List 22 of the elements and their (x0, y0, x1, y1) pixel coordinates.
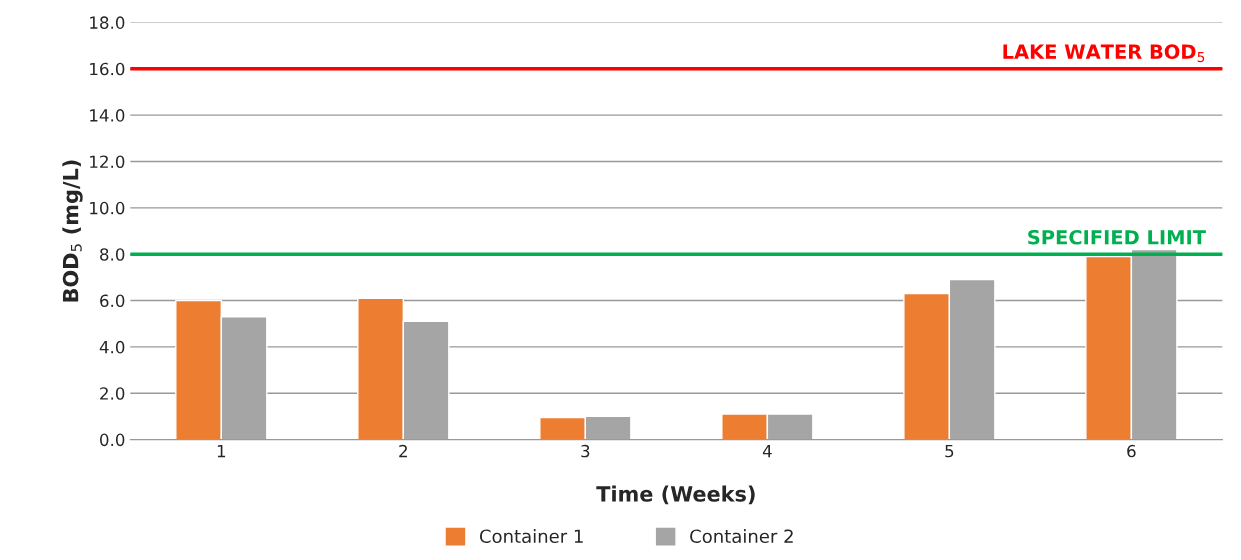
x-axis-title: Time (Weeks) (596, 485, 755, 505)
x-tick-label: 3 (581, 444, 590, 458)
y-tick-label: 14.0 (90, 109, 125, 122)
y-tick-label: 18.0 (90, 16, 125, 29)
x-tick-label: 4 (762, 444, 772, 458)
y-axis-title: BOD$_{5}$ (mg/L) (62, 160, 83, 302)
y-tick-label: 4.0 (99, 340, 125, 354)
y-tick-label: 16.0 (90, 62, 125, 76)
x-tick-label: 1 (217, 444, 226, 458)
ref-line-label: SPECIFIED LIMIT (1028, 229, 1206, 245)
y-tick-label: 8.0 (100, 248, 125, 261)
y-tick-label: 2.0 (100, 387, 125, 400)
x-tick-label: 2 (399, 444, 407, 458)
legend-label: Container 1 (479, 529, 583, 544)
y-tick-label: 10.0 (90, 201, 125, 215)
x-tick-label: 6 (1127, 444, 1136, 458)
y-tick-label: 6.0 (100, 294, 125, 308)
y-tick-label: 0.0 (100, 433, 125, 447)
ref-line-label: LAKE WATER BOD$_{5}$ (1003, 44, 1205, 63)
x-tick-label: 5 (945, 444, 954, 458)
y-tick-label: 12.0 (90, 155, 125, 169)
legend-label: Container 2 (690, 529, 793, 544)
